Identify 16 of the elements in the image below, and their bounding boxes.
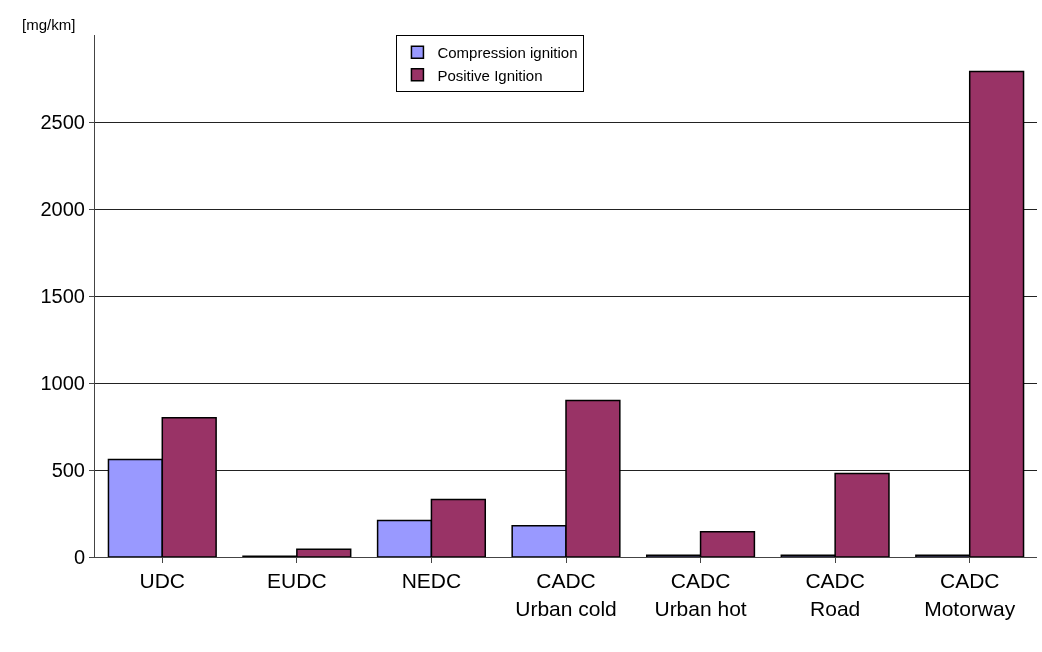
legend-label: Positive Ignition (437, 66, 543, 84)
x-tick-label: CADC Road (805, 569, 865, 620)
x-tick-label: CADC Motorway (924, 569, 1016, 620)
x-tick-label: CADC Urban hot (654, 569, 747, 620)
x-tick-label: CADC Urban cold (515, 569, 617, 620)
y-tick-label: 2000 (40, 198, 85, 220)
x-tick-label: NEDC (401, 569, 462, 593)
y-axis-title: [mg/km] (22, 16, 76, 33)
y-tick-label: 1000 (40, 372, 85, 394)
x-tick-label: UDC (139, 569, 186, 593)
y-tick-label: 0 (73, 546, 85, 568)
y-tick-label: 500 (51, 459, 85, 481)
legend-label: Compression ignition (437, 44, 578, 62)
x-tick-label: EUDC (267, 569, 327, 593)
y-tick-label: 2500 (40, 111, 85, 133)
y-tick-label: 1500 (40, 285, 85, 307)
